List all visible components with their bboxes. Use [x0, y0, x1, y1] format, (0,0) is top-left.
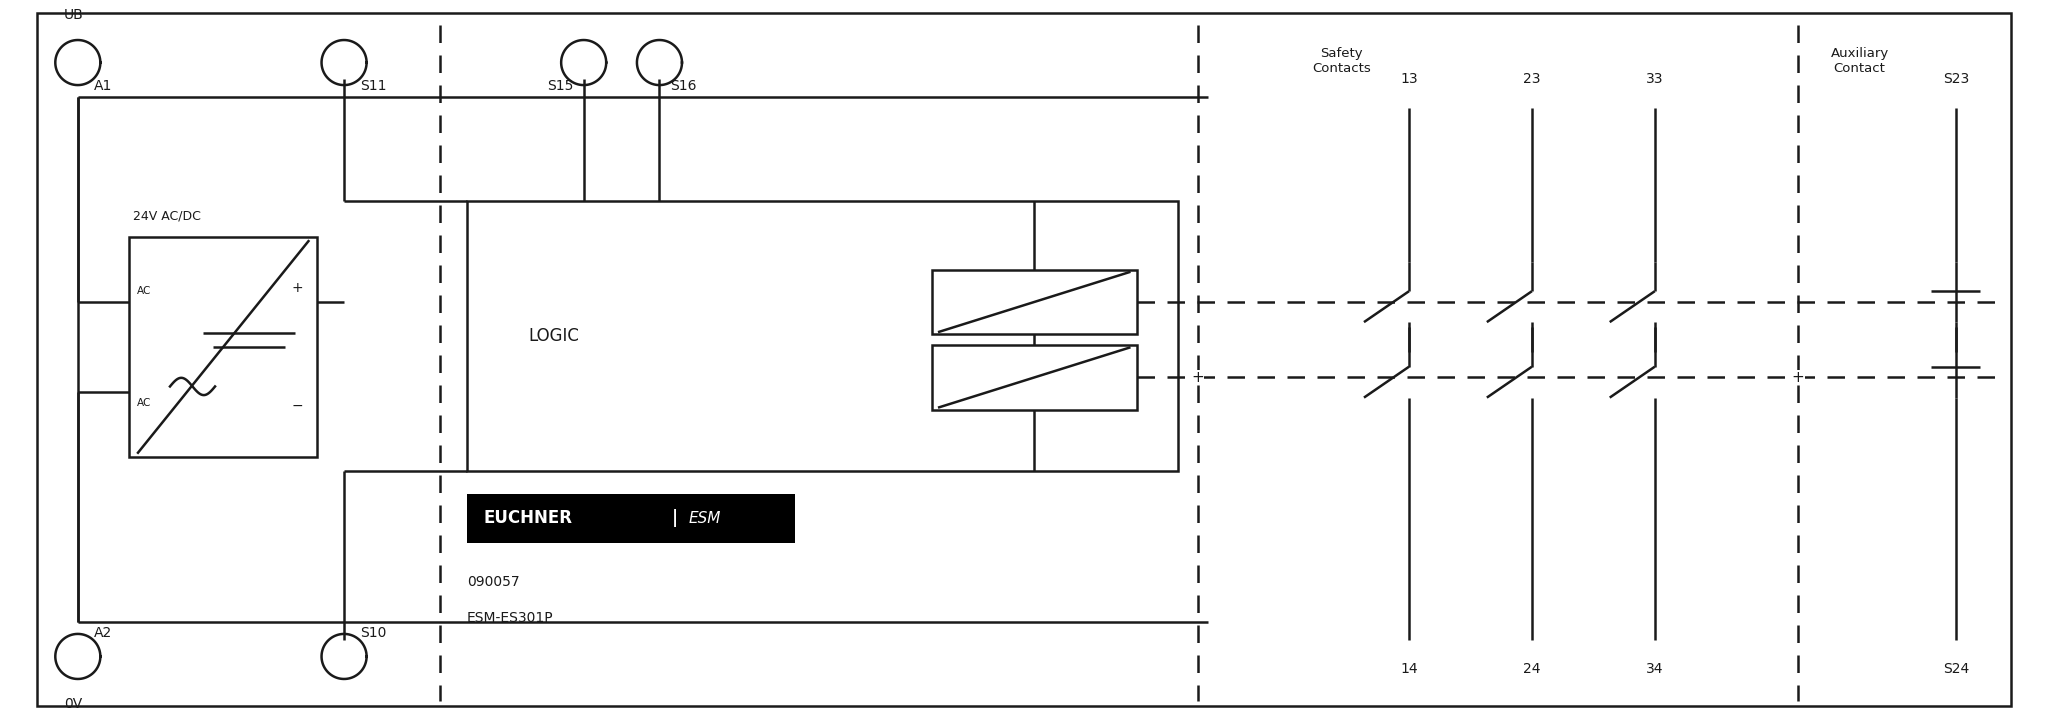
- Text: S23: S23: [1944, 72, 1968, 86]
- Text: Safety
Contacts: Safety Contacts: [1313, 47, 1370, 75]
- Text: S10: S10: [360, 626, 387, 640]
- Text: S24: S24: [1944, 662, 1968, 676]
- Text: S16: S16: [670, 79, 696, 93]
- Text: 24: 24: [1524, 662, 1540, 676]
- Text: −: −: [291, 399, 303, 413]
- Text: |: |: [672, 509, 678, 528]
- Text: 24V AC/DC: 24V AC/DC: [133, 210, 201, 223]
- Text: 14: 14: [1401, 662, 1417, 676]
- Text: A1: A1: [94, 79, 113, 93]
- Text: S11: S11: [360, 79, 387, 93]
- Text: +: +: [291, 280, 303, 295]
- Text: AC: AC: [137, 398, 152, 408]
- Text: +: +: [1192, 370, 1204, 385]
- Text: EUCHNER: EUCHNER: [483, 509, 571, 528]
- Text: +: +: [1792, 370, 1804, 385]
- Text: LOGIC: LOGIC: [528, 327, 580, 345]
- Text: Auxiliary
Contact: Auxiliary Contact: [1831, 47, 1888, 75]
- Bar: [467, 201, 1178, 471]
- Text: S15: S15: [547, 79, 573, 93]
- Text: ESM: ESM: [688, 511, 721, 526]
- Bar: [467, 494, 795, 543]
- Text: 23: 23: [1524, 72, 1540, 86]
- Text: UB: UB: [63, 8, 84, 22]
- Text: A2: A2: [94, 626, 113, 640]
- Text: 13: 13: [1401, 72, 1417, 86]
- Text: AC: AC: [137, 286, 152, 296]
- Text: 33: 33: [1647, 72, 1663, 86]
- Text: ESM-ES301P: ESM-ES301P: [467, 611, 553, 625]
- Text: 0V: 0V: [66, 697, 82, 711]
- Bar: [932, 345, 1137, 410]
- Bar: [932, 270, 1137, 334]
- Text: 090057: 090057: [467, 575, 520, 589]
- Bar: [129, 237, 317, 457]
- Text: 34: 34: [1647, 662, 1663, 676]
